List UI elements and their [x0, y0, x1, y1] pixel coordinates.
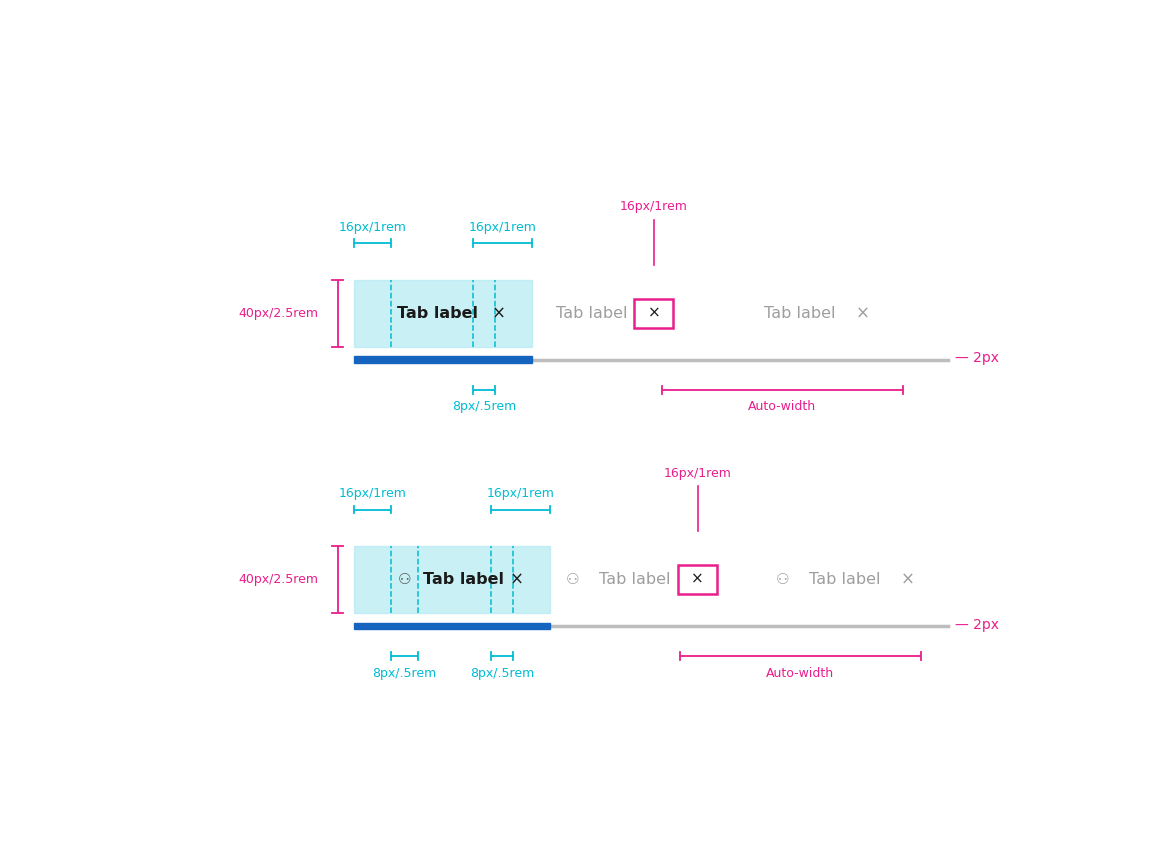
Text: Auto-width: Auto-width: [766, 666, 834, 679]
Text: 16px/1rem: 16px/1rem: [339, 221, 407, 234]
Text: 8px/.5rem: 8px/.5rem: [470, 666, 535, 679]
Text: ×: ×: [509, 570, 523, 588]
Text: 16px/1rem: 16px/1rem: [664, 467, 732, 480]
Text: ×: ×: [691, 572, 704, 587]
Text: Tab label: Tab label: [396, 306, 478, 321]
Text: 16px/1rem: 16px/1rem: [339, 487, 407, 500]
Text: — 2px: — 2px: [955, 618, 999, 632]
Text: ⚇: ⚇: [397, 572, 411, 587]
Bar: [354, 357, 532, 363]
Text: ⚇: ⚇: [775, 572, 789, 587]
Text: 16px/1rem: 16px/1rem: [487, 487, 555, 500]
Text: 16px/1rem: 16px/1rem: [620, 200, 688, 213]
Bar: [354, 623, 551, 629]
Bar: [677, 565, 718, 594]
Text: ×: ×: [647, 306, 660, 321]
Bar: [634, 299, 674, 327]
Text: ×: ×: [901, 570, 915, 588]
Text: ×: ×: [492, 304, 506, 322]
Bar: [354, 280, 532, 346]
Text: — 2px: — 2px: [955, 352, 999, 365]
Bar: [354, 546, 551, 613]
Text: ⚇: ⚇: [566, 572, 579, 587]
Text: 8px/.5rem: 8px/.5rem: [452, 400, 516, 413]
Text: Tab label: Tab label: [765, 306, 836, 321]
Text: 8px/.5rem: 8px/.5rem: [372, 666, 437, 679]
Text: Auto-width: Auto-width: [749, 400, 817, 413]
Text: Tab label: Tab label: [424, 572, 505, 587]
Text: Tab label: Tab label: [555, 306, 627, 321]
Text: 40px/2.5rem: 40px/2.5rem: [238, 573, 318, 586]
Text: Tab label: Tab label: [599, 572, 670, 587]
Text: ×: ×: [856, 304, 870, 322]
Text: 16px/1rem: 16px/1rem: [469, 221, 537, 234]
Text: Tab label: Tab label: [809, 572, 880, 587]
Text: 40px/2.5rem: 40px/2.5rem: [238, 307, 318, 320]
